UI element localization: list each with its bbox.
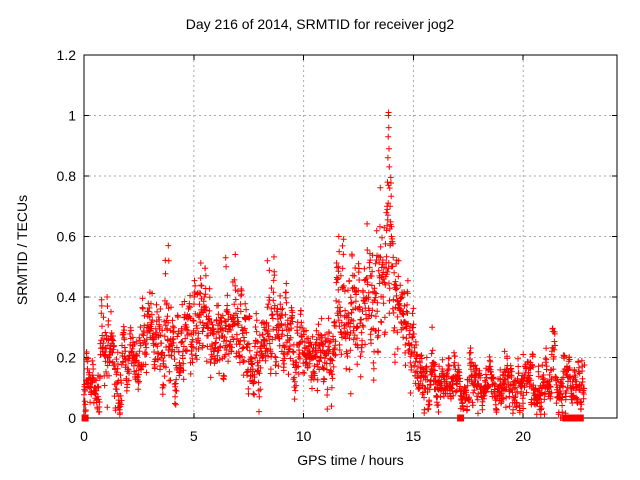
x-tick-label: 5 (190, 428, 198, 444)
x-tick-label: 0 (80, 428, 88, 444)
zero-square-marker (81, 414, 89, 422)
zero-square-marker (568, 414, 576, 422)
y-tick-label: 1.2 (57, 47, 77, 63)
x-tick-label: 10 (296, 428, 312, 444)
zero-markers (81, 414, 584, 422)
y-tick-label: 0.6 (57, 229, 77, 245)
scatter-points (81, 109, 588, 421)
x-tick-label: 20 (515, 428, 531, 444)
chart-title: Day 216 of 2014, SRMTID for receiver jog… (185, 16, 455, 32)
y-tick-label: 0.2 (57, 350, 77, 366)
y-tick-label: 0 (68, 410, 76, 426)
y-tick-label: 0.4 (57, 289, 77, 305)
x-tick-label: 15 (406, 428, 422, 444)
axis-ticks (83, 54, 617, 419)
x-axis-label: GPS time / hours (297, 452, 404, 468)
y-tick-label: 1 (68, 108, 76, 124)
zero-square-marker (457, 414, 465, 422)
x-tick-labels: 0 5 10 15 20 (80, 428, 531, 444)
zero-square-marker (576, 414, 584, 422)
y-tick-label: 0.8 (57, 168, 77, 184)
y-tick-labels: 0 0.2 0.4 0.6 0.8 1 1.2 (57, 47, 77, 426)
